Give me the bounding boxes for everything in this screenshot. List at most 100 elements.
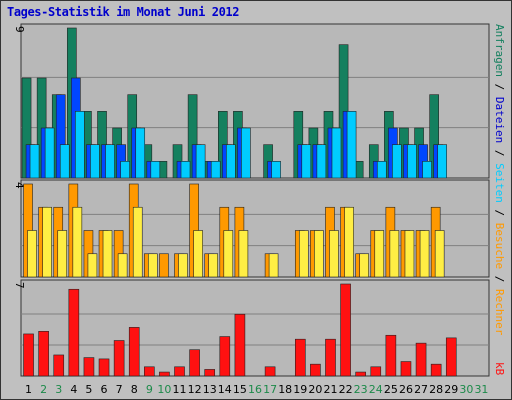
visits-bar-rechner-day-20 [314,230,324,278]
requests-ymax-label: 9 [13,26,26,33]
kbytes-bar-kb-day-23 [355,371,366,377]
visits-bar-rechner-day-11 [178,253,188,278]
requests-bar-seiten-day-24 [376,161,387,179]
x-tick-label-2: 2 [40,383,47,396]
visits-bar-rechner-day-17 [268,253,279,278]
x-tick-label-8: 8 [131,383,138,396]
requests-bar-seiten-day-15 [241,127,251,179]
visits-bar-rechner-day-7 [117,253,128,278]
requests-bar-seiten-day-2 [44,127,55,179]
kbytes-bar-kb-day-21 [325,338,336,377]
kbytes-bar-kb-day-15 [234,313,246,377]
visits-bar-rechner-day-8 [132,206,143,278]
visits-bar-rechner-day-5 [87,253,98,278]
requests-bar-seiten-day-14 [226,144,236,179]
requests-bar-seiten-day-7 [120,161,130,179]
visits-bar-rechner-day-26 [404,230,415,278]
visits-bar-rechner-day-1 [27,230,37,278]
kbytes-bar-kb-day-20 [310,363,321,377]
chart-title: Tages-Statistik im Monat Juni 2012 [7,5,240,19]
visits-bar-rechner-day-23 [359,253,369,278]
right-legend-part-1: / [493,77,506,97]
requests-bar-seiten-day-20 [316,144,327,179]
visits-bar-rechner-day-25 [389,230,400,278]
right-legend-part-8: Rechner [493,289,506,336]
x-tick-label-10: 10 [157,383,171,396]
kbytes-bar-kb-day-14 [219,336,231,377]
visits-bar-rechner-day-12 [193,230,203,278]
visits-bar-rechner-day-15 [238,230,249,278]
x-tick-label-19: 19 [293,383,307,396]
x-tick-label-16: 16 [248,383,262,396]
requests-bar-seiten-day-8 [135,127,146,179]
x-tick-label-30: 30 [459,383,473,396]
requests-bar-seiten-day-12 [195,144,206,179]
requests-bar-seiten-day-22 [346,111,357,179]
kbytes-bar-kb-day-9 [144,366,155,377]
visits-bar-rechner-day-24 [374,230,385,278]
kbytes-bar-kb-day-19 [294,338,306,377]
kbytes-bar-kb-day-3 [53,354,65,377]
kbytes-bar-kb-day-25 [385,334,397,377]
visits-bar-rechner-day-13 [208,253,219,278]
requests-bar-seiten-day-28 [437,144,447,179]
visits-bar-rechner-day-2 [42,206,52,278]
kbytes-bar-kb-day-11 [174,366,185,377]
kbytes-bar-kb-day-4 [68,288,80,377]
x-tick-label-4: 4 [70,383,77,396]
requests-bar-seiten-day-27 [422,161,432,179]
visits-bar-rechner-day-21 [329,230,339,278]
kbytes-bar-kb-day-8 [128,327,140,377]
kbytes-ymax-label: 7 [13,282,26,289]
requests-bar-seiten-day-6 [105,144,115,179]
requests-bar-seiten-day-11 [180,161,191,179]
right-legend-part-3: / [493,143,506,163]
requests-bar-seiten-day-9 [150,161,161,179]
requests-bar-seiten-day-3 [59,144,70,179]
x-tick-label-21: 21 [323,383,337,396]
requests-bar-seiten-day-19 [301,144,312,179]
x-tick-label-25: 25 [384,383,398,396]
x-tick-label-5: 5 [85,383,92,396]
right-legend-part-0: Anfragen [493,24,506,77]
kbytes-bar-kb-day-17 [264,366,276,377]
x-tick-label-29: 29 [444,383,458,396]
requests-bar-seiten-day-4 [75,111,85,179]
x-tick-label-24: 24 [369,383,383,396]
x-tick-label-17: 17 [263,383,277,396]
x-tick-label-18: 18 [278,383,292,396]
requests-bar-seiten-day-17 [271,161,281,179]
x-tick-label-31: 31 [474,383,488,396]
kbytes-bar-kb-day-24 [370,366,382,377]
right-legend-top: Anfragen / Dateien / Seiten / Besuche / … [493,24,506,336]
kbytes-bar-kb-day-2 [38,331,49,377]
right-legend-part-5: / [493,203,506,223]
requests-bar-seiten-day-13 [210,161,221,179]
right-legend-part-2: Dateien [493,97,506,143]
kbytes-bar-kb-day-28 [430,363,442,377]
x-tick-label-23: 23 [354,383,368,396]
visits-bar-rechner-day-27 [419,230,430,278]
kbytes-bar-kb-day-7 [113,340,125,377]
kbytes-bar-kb-day-6 [98,358,110,377]
kbytes-bar-kb-day-26 [400,361,412,377]
visits-bar-besuche-day-10 [159,253,169,278]
x-tick-label-1: 1 [25,383,32,396]
kbytes-bar-kb-day-13 [204,369,216,377]
visits-ymax-label: 4 [13,182,26,189]
right-legend-part-7: / [493,269,506,289]
kbytes-bar-kb-day-27 [415,342,427,377]
right-legend-kb: kB [493,362,506,376]
visits-bar-rechner-day-6 [102,230,113,278]
visits-bar-rechner-day-4 [72,206,83,278]
kbytes-bar-kb-day-10 [159,371,170,377]
right-legend-part-6: Besuche [493,223,506,269]
visits-bar-rechner-day-19 [298,230,309,278]
kbytes-bar-kb-day-29 [445,337,457,377]
kbytes-bar-kb-day-22 [340,283,351,377]
x-tick-label-28: 28 [429,383,443,396]
x-tick-label-15: 15 [233,383,247,396]
right-legend-part-4: Seiten [493,163,506,203]
requests-bar-seiten-day-26 [407,144,417,179]
